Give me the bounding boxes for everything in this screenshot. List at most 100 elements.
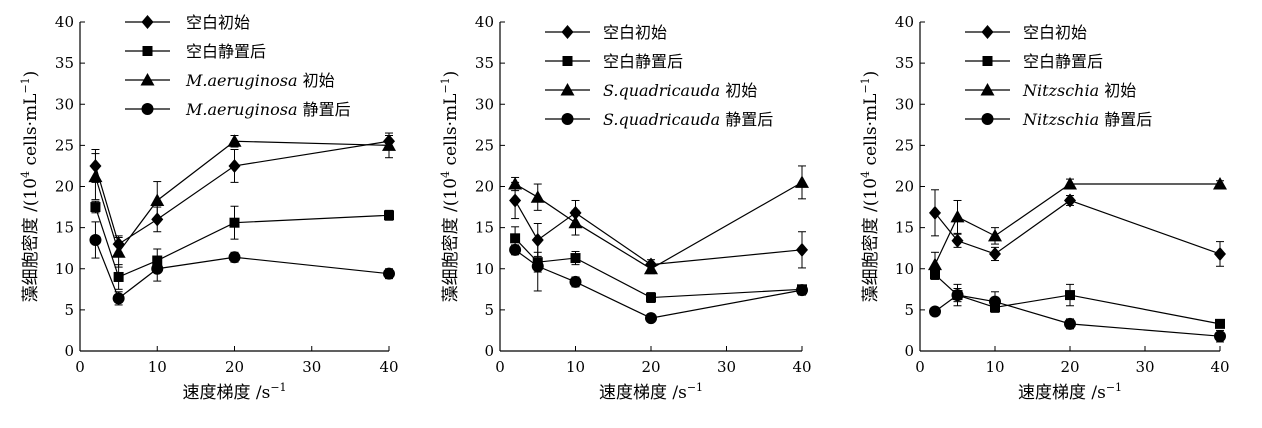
y-tick-label: 40 <box>55 13 74 31</box>
x-tick-label: 10 <box>148 358 167 376</box>
data-point <box>950 209 965 223</box>
x-tick-label: 40 <box>379 358 398 376</box>
data-point <box>929 305 941 318</box>
x-tick-label: 20 <box>1060 358 1079 376</box>
data-point <box>1214 330 1226 343</box>
y-tick-label: 35 <box>55 54 74 72</box>
data-point <box>111 245 126 258</box>
legend-marker <box>561 113 574 125</box>
y-axis-title: 藻细胞密度 /(104 cells·mL−1) <box>859 71 881 303</box>
data-point <box>1215 318 1225 329</box>
data-point <box>568 215 583 229</box>
data-point <box>384 210 394 221</box>
data-point <box>228 158 241 173</box>
x-tick-label: 0 <box>75 358 85 376</box>
y-tick-label: 10 <box>55 260 74 278</box>
data-point <box>112 292 125 305</box>
x-tick-label: 30 <box>1135 358 1154 376</box>
y-tick-label: 25 <box>475 136 494 154</box>
data-point <box>227 134 242 147</box>
data-point <box>382 138 396 151</box>
series-triangle <box>508 165 809 275</box>
legend-marker <box>560 83 575 96</box>
y-tick-label: 25 <box>55 136 74 154</box>
data-point <box>1065 290 1075 301</box>
y-tick-label: 10 <box>475 260 494 278</box>
x-tick-label: 0 <box>915 358 925 376</box>
y-axis-title: 藻细胞密度 /(104 cells·mL−1) <box>439 71 461 303</box>
data-point <box>929 205 941 220</box>
data-point <box>510 233 521 244</box>
data-point <box>988 228 1002 242</box>
data-point <box>1064 317 1076 330</box>
legend-label: M.aeruginosa 静置后 <box>185 100 351 119</box>
data-point <box>509 193 522 208</box>
y-tick-label: 30 <box>895 95 914 113</box>
series-square <box>930 269 1225 329</box>
y-tick-label: 30 <box>55 95 74 113</box>
y-tick-label: 20 <box>55 178 74 196</box>
y-tick-label: 5 <box>484 301 494 319</box>
data-point <box>508 177 523 190</box>
y-tick-label: 5 <box>64 301 74 319</box>
x-tick-label: 40 <box>1210 358 1229 376</box>
x-tick-label: 30 <box>717 358 736 376</box>
legend-label: 空白静置后 <box>186 42 266 61</box>
series-line <box>514 237 803 299</box>
series-line <box>94 140 390 254</box>
data-point <box>530 190 545 203</box>
legend-marker <box>142 46 153 56</box>
chart-panel-2: 0 5 10 15 20 25 30 35 40 0 10 20 30 40 速度梯度 /s−1 藻细胞密度 … <box>439 13 812 403</box>
legend-label: Nitzschia 静置后 <box>1022 110 1152 129</box>
x-tick-label: 0 <box>495 358 505 376</box>
x-tick-label: 10 <box>985 358 1004 376</box>
x-tick-label: 30 <box>302 358 321 376</box>
legend-label: 空白初始 <box>186 13 250 32</box>
y-tick-label: 20 <box>895 178 914 196</box>
y-tick-label: 35 <box>475 54 494 72</box>
data-point <box>951 289 964 302</box>
data-point <box>570 253 581 264</box>
legend-marker <box>562 56 573 66</box>
legend-label: S.quadricauda 静置后 <box>603 110 773 129</box>
x-tick-label: 20 <box>641 358 660 376</box>
data-point <box>644 261 658 275</box>
y-tick-label: 0 <box>64 342 74 360</box>
y-axis-title: 藻细胞密度 /(104 cells·mL−1) <box>19 71 41 303</box>
x-axis-title: 速度梯度 /s−1 <box>182 381 286 403</box>
y-tick-label: 35 <box>895 54 914 72</box>
data-point <box>383 267 395 280</box>
data-point <box>509 243 522 256</box>
y-tick-label: 5 <box>904 301 914 319</box>
y-tick-label: 0 <box>484 342 494 360</box>
data-point <box>646 292 656 303</box>
legend-marker <box>982 56 993 66</box>
legend-label: 空白静置后 <box>603 52 683 71</box>
y-tick-label: 15 <box>475 219 494 237</box>
legend-label: S.quadricauda 初始 <box>603 81 757 100</box>
data-point <box>151 262 164 275</box>
x-axis-title: 速度梯度 /s−1 <box>599 381 703 403</box>
y-tick-label: 40 <box>475 13 494 31</box>
series-line <box>94 206 390 278</box>
legend-marker <box>561 25 574 39</box>
series-circle <box>89 221 395 306</box>
data-point <box>569 275 582 288</box>
legend-label: 空白初始 <box>603 23 667 42</box>
legend-label: M.aeruginosa 初始 <box>185 71 335 90</box>
data-point <box>531 232 544 247</box>
series-triangle <box>88 132 396 268</box>
data-point <box>1063 177 1077 190</box>
data-point <box>150 193 165 206</box>
data-point <box>989 295 1001 308</box>
chart-panel-1: 0 5 10 15 20 25 30 35 40 0 10 20 30 40 速度梯度 /s−1 藻细胞密度 … <box>19 13 399 403</box>
series-triangle <box>928 177 1227 278</box>
series-circle <box>509 241 808 325</box>
legend-marker <box>981 25 994 39</box>
legend-marker <box>981 113 994 125</box>
series-line <box>94 239 390 300</box>
series-line <box>94 140 390 246</box>
